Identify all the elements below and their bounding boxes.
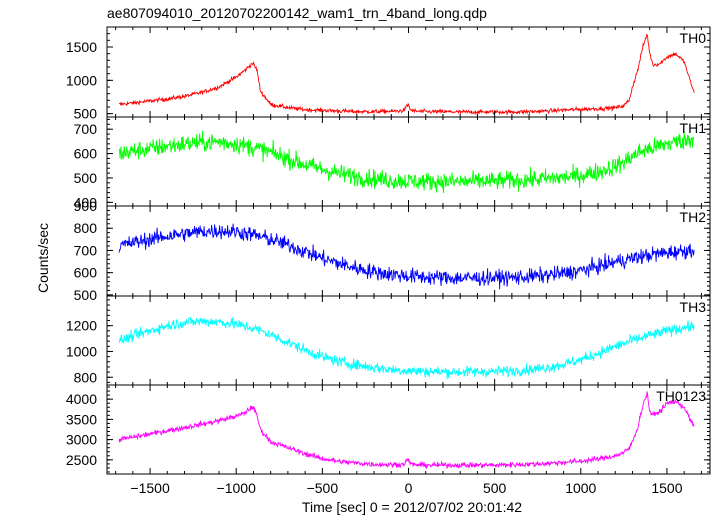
panel-frame (106, 205, 711, 297)
panel-th0123: 2500 3000 3500 4000 TH0123 (66, 384, 711, 475)
y-tick-label: 800 (74, 369, 98, 385)
panel-label-th0123: TH0123 (656, 388, 706, 404)
panel-stack: 500 1000 1500 TH0 400 500 600 700 TH1 500 600 700 80… (66, 26, 711, 475)
y-tick-label: 600 (74, 265, 98, 281)
y-tick-label: 3500 (66, 411, 97, 427)
chart-title: ae807094010_20120702200142_wam1_trn_4ban… (107, 5, 487, 21)
panel-label-th0: TH0 (680, 30, 707, 46)
panel-th2: 500 600 700 800 900 TH2 (74, 198, 711, 303)
series-line-th0 (118, 33, 695, 116)
x-tick-label: −1500 (130, 480, 170, 496)
y-tick-label: 500 (74, 287, 98, 303)
y-tick-label: 4000 (66, 391, 97, 407)
x-tick-label: 0 (405, 480, 413, 496)
x-tick-label: 1500 (651, 480, 682, 496)
y-tick-label: 600 (74, 146, 98, 162)
x-tick-label: 500 (483, 480, 507, 496)
y-tick-label: 1000 (66, 72, 97, 88)
panel-label-th2: TH2 (680, 209, 707, 225)
panel-label-th3: TH3 (680, 299, 707, 315)
series-line-th1 (118, 130, 695, 193)
y-tick-label: 400 (74, 194, 98, 210)
y-tick-label: 2500 (66, 452, 97, 468)
y-tick-label: 500 (74, 106, 98, 122)
x-axis-label: Time [sec] 0 = 2012/07/02 20:01:42 (302, 499, 522, 515)
panel-th3: 800 1000 1200 TH3 (66, 295, 711, 386)
panel-th1: 400 500 600 700 TH1 (74, 116, 711, 210)
y-tick-label: 500 (74, 170, 98, 186)
x-tick-labels: −1500 −1000 −500 0 500 1000 1500 (130, 480, 682, 496)
panel-th0: 500 1000 1500 TH0 (66, 26, 711, 122)
x-tick-label: −500 (307, 480, 339, 496)
series-line-th0123 (118, 391, 695, 470)
x-tick-label: 1000 (565, 480, 596, 496)
y-tick-label: 700 (74, 121, 98, 137)
y-tick-label: 1500 (66, 39, 97, 55)
y-tick-label: 1200 (66, 318, 97, 334)
y-tick-label: 1000 (66, 343, 97, 359)
series-line-th2 (118, 223, 695, 290)
y-axis-label: Counts/sec (35, 223, 51, 293)
panel-frame (106, 26, 711, 118)
y-tick-label: 3000 (66, 432, 97, 448)
panel-label-th1: TH1 (680, 120, 707, 136)
y-tick-label: 900 (74, 198, 98, 214)
x-tick-label: −1000 (217, 480, 257, 496)
series-line-th3 (118, 316, 695, 380)
y-tick-label: 800 (74, 220, 98, 236)
y-tick-label: 700 (74, 242, 98, 258)
